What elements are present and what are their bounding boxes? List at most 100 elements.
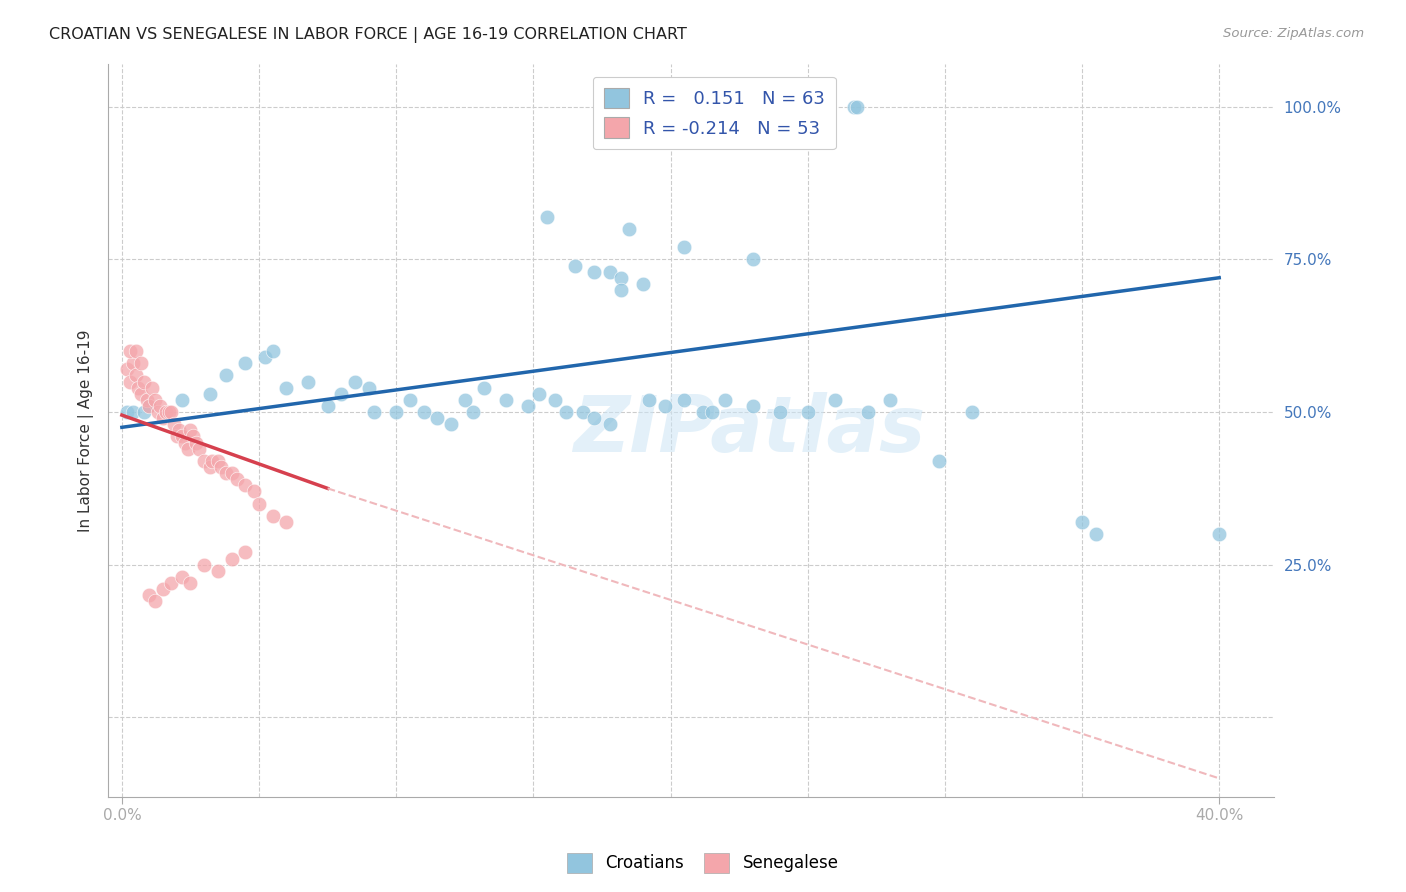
Point — [198, 460, 221, 475]
Point — [132, 375, 155, 389]
Point — [571, 405, 593, 419]
Point — [412, 405, 434, 419]
Point — [207, 564, 229, 578]
Point — [276, 515, 298, 529]
Point — [117, 405, 139, 419]
Point — [207, 454, 229, 468]
Text: Source: ZipAtlas.com: Source: ZipAtlas.com — [1223, 27, 1364, 40]
Point — [844, 100, 866, 114]
Point — [124, 343, 146, 358]
Point — [209, 460, 232, 475]
Point — [163, 417, 186, 432]
Point — [1208, 527, 1230, 541]
Point — [363, 405, 385, 419]
Point — [692, 405, 714, 419]
Point — [141, 381, 163, 395]
Point — [928, 454, 950, 468]
Point — [160, 576, 183, 591]
Point — [138, 588, 160, 602]
Point — [673, 392, 696, 407]
Point — [276, 381, 298, 395]
Point — [527, 386, 550, 401]
Point — [610, 270, 633, 285]
Point — [582, 265, 605, 279]
Point — [149, 399, 172, 413]
Point — [152, 411, 174, 425]
Legend: Croatians, Senegalese: Croatians, Senegalese — [561, 847, 845, 880]
Point — [184, 435, 207, 450]
Point — [262, 508, 284, 523]
Point — [221, 466, 243, 480]
Point — [610, 283, 633, 297]
Point — [297, 375, 319, 389]
Point — [129, 386, 152, 401]
Point — [741, 252, 763, 267]
Point — [138, 399, 160, 413]
Point — [138, 399, 160, 413]
Point — [242, 484, 264, 499]
Point — [198, 386, 221, 401]
Point — [169, 423, 191, 437]
Point — [536, 210, 558, 224]
Point — [564, 259, 586, 273]
Point — [741, 399, 763, 413]
Point — [174, 435, 197, 450]
Y-axis label: In Labor Force | Age 16-19: In Labor Force | Age 16-19 — [79, 329, 94, 532]
Point — [172, 429, 194, 443]
Point — [769, 405, 792, 419]
Point — [962, 405, 984, 419]
Point — [233, 478, 256, 492]
Point — [124, 368, 146, 383]
Point — [599, 265, 621, 279]
Text: ZIPatlas: ZIPatlas — [574, 392, 925, 468]
Point — [555, 405, 578, 419]
Point — [187, 442, 209, 456]
Point — [1071, 515, 1094, 529]
Point — [226, 472, 249, 486]
Point — [143, 392, 166, 407]
Point — [344, 375, 367, 389]
Point — [544, 392, 567, 407]
Point — [143, 594, 166, 608]
Point — [127, 381, 149, 395]
Point — [193, 558, 215, 572]
Point — [120, 343, 142, 358]
Point — [179, 423, 201, 437]
Point — [193, 454, 215, 468]
Point — [461, 405, 484, 419]
Point — [582, 411, 605, 425]
Point — [233, 356, 256, 370]
Point — [221, 551, 243, 566]
Point — [247, 497, 270, 511]
Point — [155, 405, 177, 419]
Point — [619, 222, 641, 236]
Point — [166, 429, 188, 443]
Point — [146, 405, 169, 419]
Point — [700, 405, 723, 419]
Point — [399, 392, 422, 407]
Point — [233, 545, 256, 559]
Point — [172, 570, 194, 584]
Point — [846, 100, 869, 114]
Point — [129, 356, 152, 370]
Point — [215, 466, 238, 480]
Point — [120, 375, 142, 389]
Point — [160, 405, 183, 419]
Point — [121, 405, 143, 419]
Point — [495, 392, 517, 407]
Point — [824, 392, 846, 407]
Point — [179, 576, 201, 591]
Point — [472, 381, 495, 395]
Point — [121, 356, 143, 370]
Point — [385, 405, 408, 419]
Legend: R =   0.151   N = 63, R = -0.214   N = 53: R = 0.151 N = 63, R = -0.214 N = 53 — [593, 77, 837, 149]
Point — [783, 100, 806, 114]
Point — [796, 405, 818, 419]
Point — [201, 454, 224, 468]
Point — [654, 399, 676, 413]
Point — [330, 386, 353, 401]
Point — [357, 381, 380, 395]
Point — [1084, 527, 1107, 541]
Point — [135, 392, 157, 407]
Point — [426, 411, 449, 425]
